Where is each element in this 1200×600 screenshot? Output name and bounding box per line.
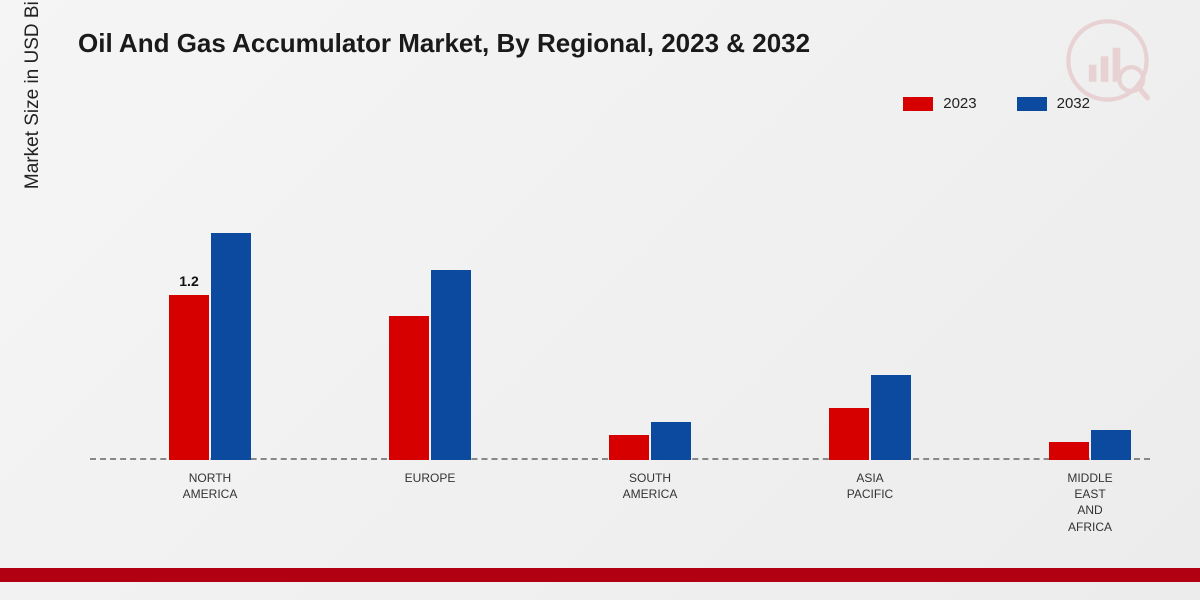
- watermark-logo: [1065, 18, 1150, 103]
- bar-group: [1030, 430, 1150, 460]
- legend-label-2023: 2023: [943, 95, 976, 112]
- category-label: EUROPE: [360, 470, 500, 486]
- bar: [431, 270, 471, 460]
- bar: 1.2: [169, 295, 209, 460]
- bar: [651, 422, 691, 461]
- legend-swatch-2023: [903, 97, 933, 111]
- legend: 2023 2032: [903, 95, 1090, 112]
- category-label: MIDDLEEASTANDAFRICA: [1020, 470, 1160, 535]
- chart-plot-area: 1.2: [90, 130, 1150, 460]
- bar: [871, 375, 911, 460]
- legend-item-2032: 2032: [1017, 95, 1090, 112]
- bar-group: [810, 375, 930, 460]
- y-axis-label: Market Size in USD Billion: [22, 0, 44, 189]
- bar: [1091, 430, 1131, 460]
- category-label: ASIAPACIFIC: [800, 470, 940, 502]
- footer-accent-bar: [0, 568, 1200, 582]
- category-label: SOUTHAMERICA: [580, 470, 720, 502]
- bar-group: 1.2: [150, 233, 270, 460]
- legend-label-2032: 2032: [1057, 95, 1090, 112]
- bar: [389, 316, 429, 460]
- bar: [1049, 442, 1089, 460]
- bar: [829, 408, 869, 460]
- chart-title: Oil And Gas Accumulator Market, By Regio…: [78, 28, 810, 59]
- legend-swatch-2032: [1017, 97, 1047, 111]
- bar-group: [590, 422, 710, 461]
- bar: [211, 233, 251, 460]
- bar-group: [370, 270, 490, 460]
- category-label: NORTHAMERICA: [140, 470, 280, 502]
- bar-value-label: 1.2: [179, 273, 198, 289]
- bar: [609, 435, 649, 460]
- legend-item-2023: 2023: [903, 95, 976, 112]
